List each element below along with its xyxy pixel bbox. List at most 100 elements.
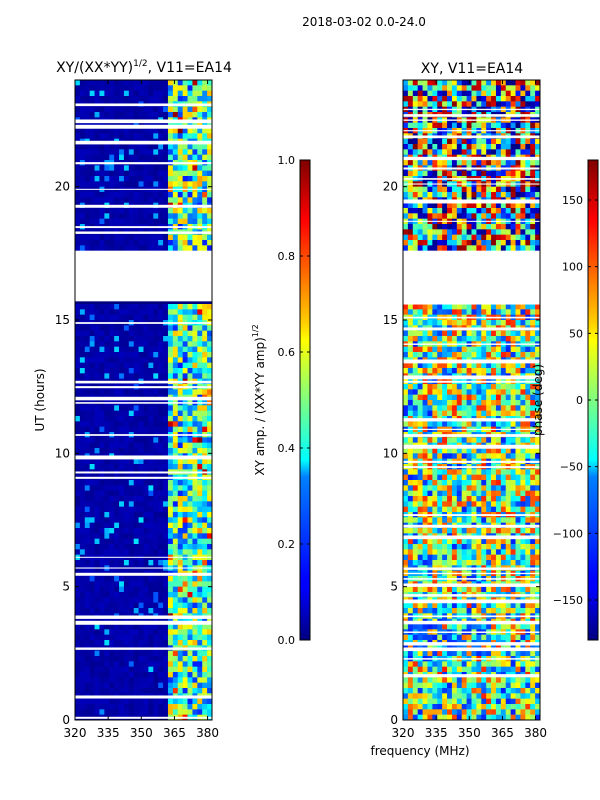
right-heat-cell [515, 320, 521, 326]
left-heat-cell [104, 357, 110, 363]
right-heat-cell [530, 330, 536, 337]
right-heat-cell [412, 96, 418, 102]
left-heat-cell [192, 602, 198, 609]
right-heat-cell [500, 101, 507, 107]
left-heat-cell [187, 368, 193, 374]
left-heat-cell [84, 357, 90, 363]
left-heat-cell [128, 144, 135, 150]
right-heat-cell [442, 469, 448, 475]
left-heat-cell [207, 416, 213, 422]
left-heat-cell [133, 698, 139, 705]
left-heat-cell [75, 538, 81, 545]
left-heat-cell [79, 133, 86, 139]
left-heat-cell [143, 325, 149, 331]
left-heat-cell [153, 576, 159, 582]
left-heat-cell [99, 85, 105, 91]
right-heat-cell [461, 421, 467, 427]
right-heat-cell [520, 96, 526, 102]
left-heat-cell [114, 144, 120, 150]
left-heat-cell [143, 352, 149, 358]
left-heat-cell [84, 709, 90, 715]
left-heat-cell [119, 304, 125, 310]
left-heat-cell [143, 192, 149, 198]
right-heat-cell [403, 421, 409, 427]
left-heat-cell [207, 522, 213, 529]
right-heat-cell [403, 410, 409, 417]
left-heat-cell [114, 506, 120, 513]
left-heat-cell [109, 602, 115, 609]
right-heat-cell [510, 240, 516, 246]
left-heat-cell [197, 112, 203, 118]
left-heat-cell [143, 181, 149, 187]
right-heat-cell [437, 330, 443, 337]
left-heat-cell [119, 309, 125, 315]
left-heat-cell [138, 165, 144, 171]
left-heat-cell [119, 704, 125, 710]
left-heat-cell [202, 304, 208, 310]
right-heat-cell [500, 448, 507, 454]
left-heat-cell [138, 389, 144, 395]
right-heat-cell [505, 229, 511, 235]
right-heat-cell [535, 410, 541, 417]
left-heat-cell [128, 346, 135, 353]
right-heat-cell [505, 96, 511, 102]
left-heat-cell [207, 149, 213, 155]
right-heat-cell [442, 90, 448, 97]
right-heat-cell [491, 394, 497, 401]
right-heat-cell [495, 213, 502, 219]
left-heat-cell [148, 368, 154, 374]
right-heat-cell [437, 138, 443, 145]
left-heat-cell [128, 304, 135, 310]
left-heat-cell [75, 677, 81, 683]
right-heat-cell [491, 405, 497, 411]
left-heat-cell [94, 666, 100, 673]
left-heat-cell [172, 336, 179, 342]
right-heat-cell [471, 405, 477, 411]
right-heat-cell [525, 186, 531, 193]
left-heat-cell [94, 314, 100, 321]
left-heat-cell [138, 346, 144, 353]
left-heat-cell [143, 533, 149, 539]
left-heat-cell [177, 576, 183, 582]
right-heat-cell [407, 368, 414, 374]
right-heat-cell [403, 202, 409, 209]
right-heat-cell [437, 437, 443, 443]
left-heat-cell [99, 421, 105, 427]
left-heat-cell [128, 592, 135, 598]
left-heat-cell [192, 688, 198, 694]
left-heat-cell [182, 346, 188, 353]
left-heat-cell [138, 544, 144, 550]
left-heat-cell [143, 304, 149, 310]
left-heat-cell [158, 149, 164, 155]
right-heat-cell [407, 362, 414, 369]
left-heat-cell [182, 512, 188, 518]
left-heat-cell [163, 165, 169, 171]
right-heat-cell [500, 160, 507, 166]
right-heat-cell [412, 469, 418, 475]
left-heat-cell [167, 426, 174, 433]
left-heat-cell [197, 528, 203, 534]
left-heat-cell [207, 709, 213, 715]
right-heat-cell [447, 186, 453, 193]
left-heat-cell [133, 96, 139, 102]
left-heat-cell [172, 213, 179, 219]
right-heat-cell [422, 384, 428, 390]
right-heat-cell [427, 362, 433, 369]
right-heat-cell [471, 186, 477, 193]
left-heat-cell [133, 496, 139, 502]
left-heat-cell [148, 581, 154, 587]
left-heat-cell [207, 154, 213, 161]
left-heat-cell [202, 576, 208, 582]
left-heat-cell [138, 538, 144, 545]
right-heat-cell [476, 346, 482, 353]
left-heat-cell [143, 458, 149, 465]
left-heat-cell [167, 512, 174, 518]
left-colorbar: 0.00.20.40.60.81.0 XY amp. / (XX*YY amp)… [251, 154, 311, 647]
left-heat-cell [133, 309, 139, 315]
left-heat-cell [104, 682, 110, 689]
left-heat-cell [148, 144, 154, 150]
right-heat-cell [515, 362, 521, 369]
right-heat-cell [442, 389, 448, 395]
left-heat-cell [84, 677, 90, 683]
right-heat-cell [486, 469, 492, 475]
